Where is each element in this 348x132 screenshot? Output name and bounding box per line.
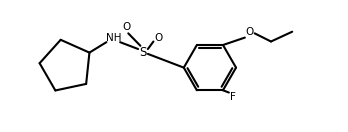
- Text: O: O: [154, 33, 163, 43]
- Text: F: F: [230, 92, 236, 102]
- Text: NH: NH: [106, 33, 121, 43]
- Text: S: S: [139, 46, 147, 59]
- Text: O: O: [246, 27, 254, 37]
- Text: O: O: [122, 22, 131, 32]
